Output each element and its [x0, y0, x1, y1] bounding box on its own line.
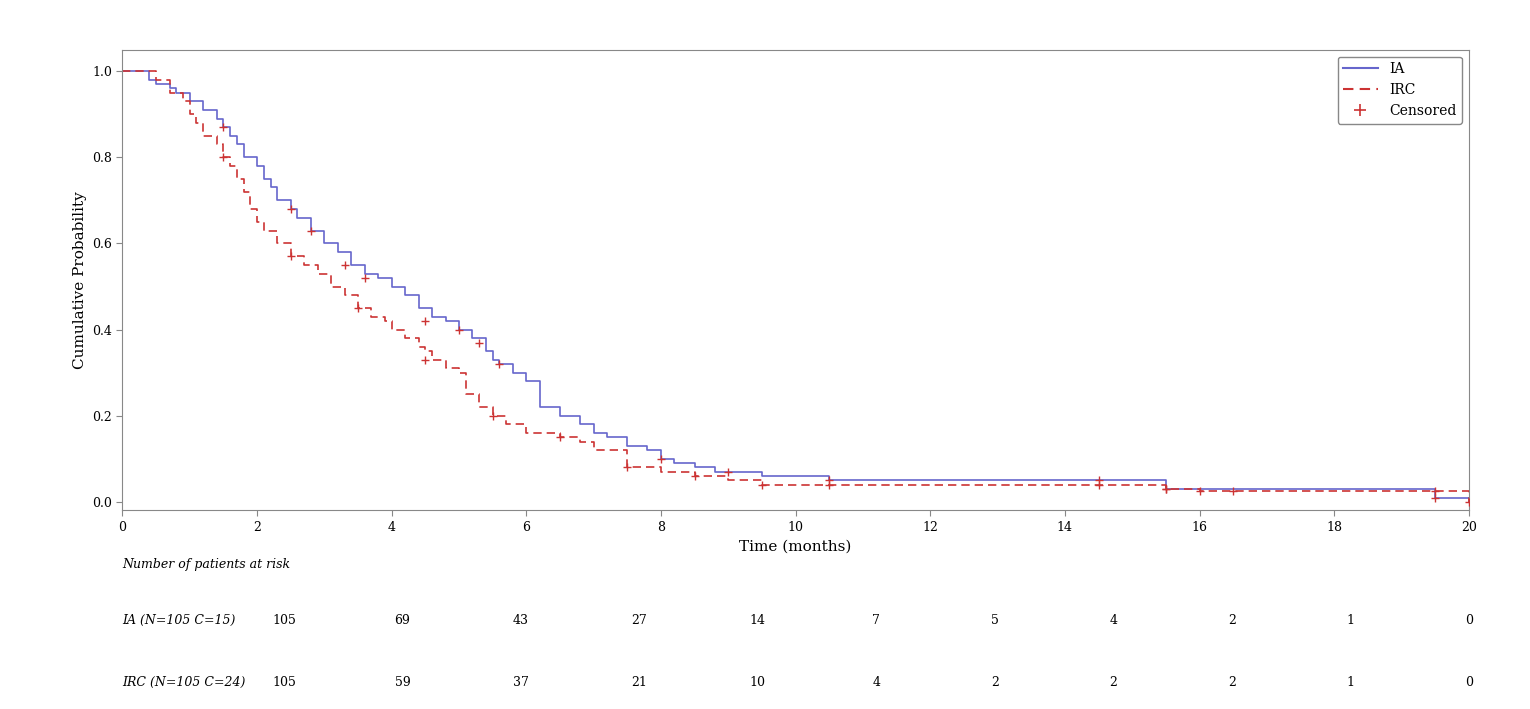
X-axis label: Time (months): Time (months)	[739, 540, 852, 554]
Text: 1: 1	[1346, 676, 1354, 689]
Text: IA (N=105 C=15): IA (N=105 C=15)	[122, 614, 236, 627]
Point	[467, 337, 491, 348]
Point	[649, 453, 673, 464]
Point	[211, 152, 236, 163]
Text: 5: 5	[991, 614, 999, 627]
Text: 4: 4	[1109, 614, 1117, 627]
Text: 21: 21	[632, 676, 647, 689]
Point	[1423, 492, 1447, 503]
Text: 69: 69	[395, 614, 410, 627]
Point	[480, 410, 505, 421]
Text: 10: 10	[750, 676, 767, 689]
Text: 2: 2	[1229, 676, 1236, 689]
Text: 27: 27	[632, 614, 647, 627]
Point	[346, 302, 370, 313]
Text: 0: 0	[1464, 676, 1473, 689]
Text: 105: 105	[272, 676, 295, 689]
Point	[750, 479, 774, 491]
Point	[332, 259, 356, 271]
Text: 37: 37	[513, 676, 529, 689]
Point	[548, 432, 572, 443]
Point	[1154, 484, 1178, 495]
Point	[615, 462, 640, 473]
Text: 105: 105	[272, 614, 295, 627]
Point	[211, 121, 236, 133]
Point	[1423, 486, 1447, 497]
Point	[817, 474, 842, 486]
Point	[1086, 474, 1111, 486]
Legend: IA, IRC, Censored: IA, IRC, Censored	[1337, 57, 1461, 123]
Text: 2: 2	[1109, 676, 1117, 689]
Point	[413, 316, 438, 327]
Text: 59: 59	[395, 676, 410, 689]
Point	[352, 272, 376, 284]
Text: IRC (N=105 C=24): IRC (N=105 C=24)	[122, 676, 246, 689]
Point	[447, 324, 471, 335]
Point	[716, 466, 741, 477]
Text: 2: 2	[1229, 614, 1236, 627]
Text: 7: 7	[872, 614, 880, 627]
Point	[298, 225, 323, 236]
Text: 0: 0	[1464, 614, 1473, 627]
Text: 4: 4	[872, 676, 880, 689]
Text: Number of patients at risk: Number of patients at risk	[122, 559, 291, 571]
Point	[682, 470, 707, 481]
Text: 14: 14	[750, 614, 767, 627]
Text: 2: 2	[991, 676, 999, 689]
Point	[1221, 486, 1245, 497]
Point	[278, 203, 303, 215]
Point	[278, 251, 303, 262]
Text: 1: 1	[1346, 614, 1354, 627]
Point	[413, 354, 438, 365]
Y-axis label: Cumulative Probability: Cumulative Probability	[72, 191, 87, 369]
Point	[1086, 479, 1111, 491]
Point	[1187, 486, 1212, 497]
Text: 43: 43	[513, 614, 529, 627]
Point	[817, 479, 842, 491]
Point	[1457, 496, 1481, 508]
Point	[1154, 484, 1178, 495]
Point	[487, 358, 511, 369]
